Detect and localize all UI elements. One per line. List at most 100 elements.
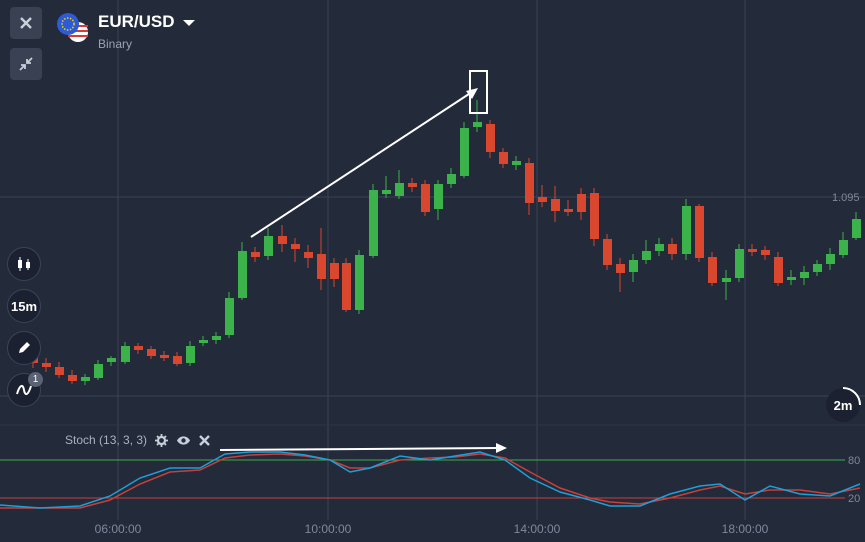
stoch-legend: Stoch (13, 3, 3) <box>65 433 210 447</box>
candle-body <box>551 199 560 211</box>
candle-body <box>251 252 260 257</box>
timer-ring-icon <box>842 387 861 406</box>
candles-icon <box>18 257 30 271</box>
time-axis-label: 18:00:00 <box>722 522 769 536</box>
candle-body <box>735 249 744 278</box>
stoch-d-line <box>0 453 861 509</box>
expiry-timer-label: 2m <box>833 397 853 413</box>
candle-body <box>173 356 182 364</box>
candle-body <box>121 346 130 362</box>
gear-icon[interactable] <box>155 433 169 447</box>
stoch-label: Stoch (13, 3, 3) <box>65 433 148 447</box>
candle-body <box>342 263 351 310</box>
candle-body <box>330 263 339 279</box>
chart-type-button[interactable] <box>7 247 41 281</box>
candle-body <box>629 260 638 272</box>
candle-body <box>160 355 169 358</box>
candle-body <box>94 364 103 378</box>
time-axis-label: 14:00:00 <box>514 522 561 536</box>
pencil-icon <box>19 342 30 353</box>
close-icon <box>20 17 32 29</box>
trend-annotation <box>250 70 488 238</box>
time-axis-label: 06:00:00 <box>95 522 142 536</box>
candle-body <box>304 252 313 258</box>
candle-body <box>382 190 391 194</box>
candle-body <box>826 254 835 264</box>
candle-body <box>787 277 796 280</box>
candle-body <box>278 236 287 244</box>
asset-flags[interactable] <box>56 10 90 49</box>
drawing-tools-button[interactable] <box>7 331 41 365</box>
candle-body <box>512 161 521 165</box>
eye-icon[interactable] <box>176 435 191 446</box>
candle-body <box>748 249 757 252</box>
candle-body <box>590 193 599 239</box>
candle-body <box>317 254 326 279</box>
candle-body <box>81 377 90 381</box>
candle-body <box>695 206 704 258</box>
stoch-level-lower-label: 20 <box>848 493 860 505</box>
candle-body <box>774 257 783 283</box>
candle-body <box>538 197 547 202</box>
candle-body <box>421 184 430 212</box>
collapse-button[interactable] <box>10 48 42 80</box>
indicator-icon <box>16 384 32 396</box>
close-icon[interactable] <box>199 434 210 446</box>
candle-body <box>642 251 651 260</box>
candle-body <box>42 363 51 367</box>
asset-type: Binary <box>98 37 133 51</box>
close-button[interactable] <box>10 7 42 39</box>
candle-body <box>682 206 691 254</box>
candle-body <box>668 244 677 254</box>
candle-body <box>395 183 404 196</box>
stoch-level-upper-label: 80 <box>848 455 860 467</box>
candle-body <box>852 219 861 238</box>
candle-body <box>55 367 64 375</box>
candle-body <box>486 124 495 152</box>
indicator-count-badge: 1 <box>28 372 43 387</box>
candle-body <box>473 122 482 127</box>
candle-body <box>800 272 809 278</box>
interval-button[interactable]: 15m <box>7 289 41 323</box>
candle-body <box>434 184 443 209</box>
stoch-k-line <box>0 451 861 509</box>
stoch-annotation <box>219 443 507 453</box>
dropdown-icon <box>183 19 196 26</box>
grid <box>0 0 865 520</box>
candle-body <box>68 375 77 381</box>
asset-selector[interactable]: EUR/USD <box>98 12 196 32</box>
asset-pair: EUR/USD <box>98 12 175 31</box>
candle-body <box>603 239 612 265</box>
expiry-timer[interactable]: 2m <box>826 387 861 422</box>
candle-body <box>107 358 116 362</box>
candle-body <box>499 152 508 164</box>
eur-usd-flag-icon <box>57 13 88 42</box>
candle-body <box>722 278 731 282</box>
candle-body <box>564 209 573 212</box>
candle-body <box>212 336 221 340</box>
candle-body <box>134 346 143 350</box>
time-axis-label: 10:00:00 <box>305 522 352 536</box>
candles <box>29 100 861 385</box>
candle-body <box>447 174 456 184</box>
candle-body <box>238 251 247 298</box>
candle-body <box>264 236 273 256</box>
candle-body <box>655 244 664 251</box>
candle-body <box>616 264 625 273</box>
candle-body <box>525 163 534 203</box>
collapse-icon <box>19 57 33 71</box>
candle-body <box>813 264 822 272</box>
candle-body <box>186 346 195 363</box>
candle-body <box>291 244 300 249</box>
price-axis-label: 1.095 <box>832 192 860 204</box>
candle-body <box>761 250 770 255</box>
candle-body <box>839 240 848 255</box>
candle-body <box>355 255 364 310</box>
candle-body <box>225 298 234 335</box>
candle-body <box>460 128 469 176</box>
candle-body <box>577 194 586 212</box>
candle-body <box>369 190 378 256</box>
candle-body <box>708 257 717 283</box>
